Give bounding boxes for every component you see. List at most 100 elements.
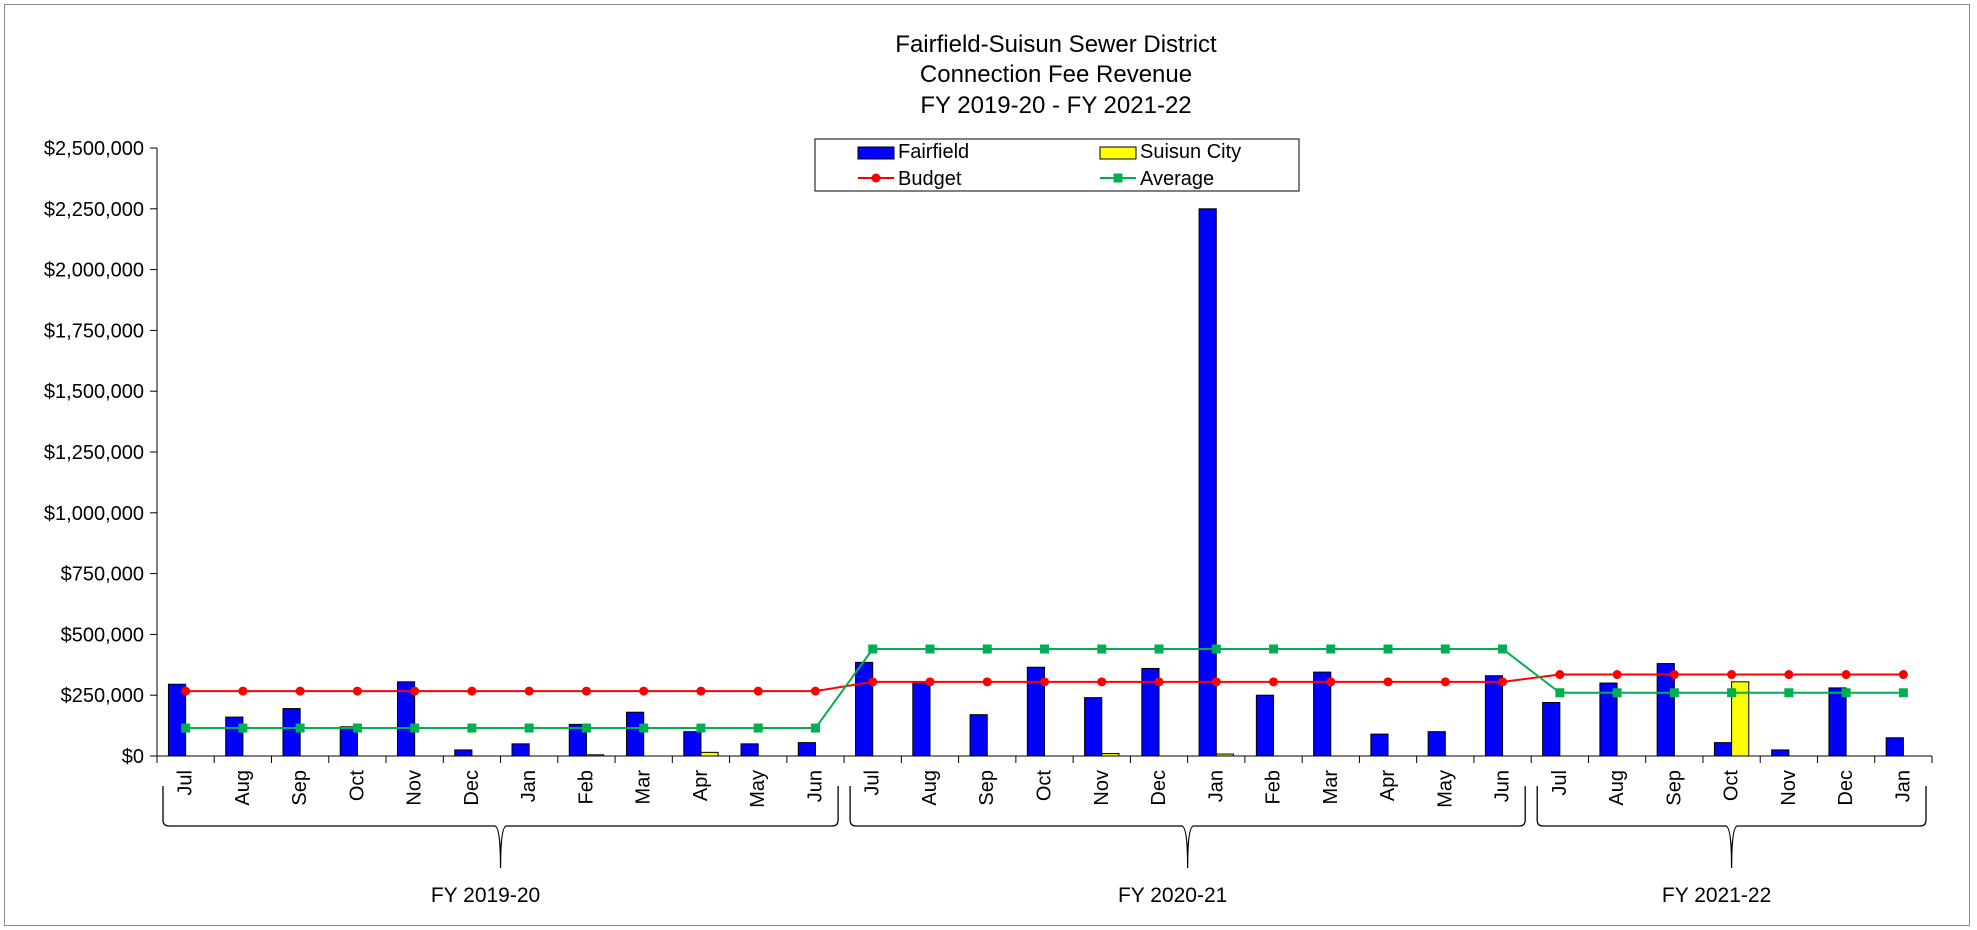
point-average <box>181 723 191 733</box>
x-tick-label: Nov <box>404 770 426 806</box>
point-budget <box>753 686 763 696</box>
x-tick-label: May <box>1434 770 1456 808</box>
point-average <box>696 723 706 733</box>
group-brace <box>1536 786 1927 869</box>
point-budget <box>295 686 305 696</box>
y-tick-label: $500,000 <box>61 624 144 646</box>
y-axis: $0 $250,000 $500,000 $750,000 $1,000,000 $1,2… <box>44 138 158 768</box>
group-label: FY 2019-20 <box>431 884 540 907</box>
y-tick-label: $750,000 <box>61 564 144 586</box>
bar-fairfield <box>912 681 931 757</box>
legend-label-fairfield: Fairfield <box>898 141 969 163</box>
y-tick-label: $0 <box>122 746 144 768</box>
x-tick-label: Oct <box>1721 770 1743 802</box>
x-tick-label: Oct <box>1034 770 1056 802</box>
y-tick-label: $2,250,000 <box>44 199 144 221</box>
bar-fairfield <box>1542 701 1561 757</box>
bar-fairfield <box>1255 694 1275 757</box>
x-tick-label: Apr <box>1377 770 1399 801</box>
point-budget <box>524 686 534 696</box>
legend-marker-budget <box>871 173 881 183</box>
bar-fairfield <box>969 714 988 757</box>
x-tick-label: Mar <box>1320 770 1342 805</box>
x-tick-label: Aug <box>232 770 254 806</box>
point-budget <box>1841 670 1851 680</box>
y-tick-label: $1,000,000 <box>44 503 144 525</box>
point-budget <box>810 686 820 696</box>
legend-box <box>814 138 1300 192</box>
x-tick-label: Sep <box>976 770 998 806</box>
point-average <box>925 644 935 654</box>
point-average <box>410 723 420 733</box>
point-average <box>982 644 992 654</box>
group-label: FY 2021-22 <box>1662 884 1771 907</box>
y-tick-label: $1,500,000 <box>44 381 144 403</box>
x-tick-label: Apr <box>690 770 712 801</box>
point-budget <box>1727 670 1737 680</box>
point-budget <box>181 686 191 696</box>
bar-fairfield <box>167 683 187 757</box>
point-budget <box>1383 677 1393 687</box>
point-average <box>467 723 477 733</box>
x-tick-label: Nov <box>1778 770 1800 806</box>
x-tick-label: Sep <box>1663 770 1685 806</box>
legend: Fairfield Suisun City Budget Average <box>814 138 1300 192</box>
x-tick-label: Feb <box>575 770 597 804</box>
x-tick-label: Mar <box>633 770 655 805</box>
point-budget <box>1669 670 1679 680</box>
point-average <box>1211 644 1221 654</box>
legend-label-budget: Budget <box>898 168 962 190</box>
legend-swatch-fairfield <box>857 146 895 160</box>
legend-marker-average <box>1113 173 1123 183</box>
point-average <box>810 723 820 733</box>
y-tick-label: $1,750,000 <box>44 320 144 342</box>
bar-fairfield <box>225 716 244 757</box>
point-budget <box>238 686 248 696</box>
x-tick-label: Dec <box>1148 770 1170 806</box>
bar-fairfield <box>740 743 759 757</box>
y-tick-label: $250,000 <box>61 685 144 707</box>
x-tick-label: Dec <box>461 770 483 806</box>
y-tick-label: $1,250,000 <box>44 442 144 464</box>
point-budget <box>1097 677 1107 687</box>
point-budget <box>581 686 591 696</box>
point-average <box>1669 688 1679 698</box>
chart-title-line-3: FY 2019-20 - FY 2021-22 <box>920 92 1191 119</box>
bar-fairfield <box>855 661 874 757</box>
point-average <box>639 723 649 733</box>
point-budget <box>868 677 878 687</box>
point-average <box>1727 688 1737 698</box>
point-average <box>1612 688 1622 698</box>
x-tick-label: Jan <box>518 770 540 802</box>
bar-fairfield <box>454 749 473 757</box>
y-tick-label: $2,500,000 <box>44 138 144 160</box>
group-brace <box>849 786 1526 869</box>
x-tick-label: Jun <box>1492 770 1514 802</box>
point-average <box>1040 644 1049 654</box>
point-budget <box>1154 677 1164 687</box>
point-budget <box>1326 677 1336 687</box>
x-tick-label: Jan <box>1205 770 1227 802</box>
point-average <box>524 723 534 733</box>
bar-fairfield <box>683 731 702 757</box>
x-tick-label: Jul <box>175 770 197 796</box>
bar-fairfield <box>1427 731 1446 757</box>
legend-label-average: Average <box>1140 168 1214 190</box>
point-average <box>581 723 591 733</box>
point-average <box>1555 688 1565 698</box>
point-average <box>1326 644 1336 654</box>
point-budget <box>925 677 935 687</box>
point-budget <box>1269 677 1279 687</box>
plot-area <box>167 208 1908 757</box>
point-average <box>352 723 362 733</box>
point-average <box>1097 644 1107 654</box>
point-budget <box>982 677 992 687</box>
bar-fairfield <box>1198 208 1217 757</box>
bar-fairfield <box>1713 742 1733 757</box>
point-budget <box>1211 677 1221 687</box>
bar-suisun-city <box>700 751 719 757</box>
point-budget <box>1440 677 1450 687</box>
point-average <box>295 723 305 733</box>
x-tick-label: Feb <box>1263 770 1285 804</box>
point-average <box>1269 644 1279 654</box>
